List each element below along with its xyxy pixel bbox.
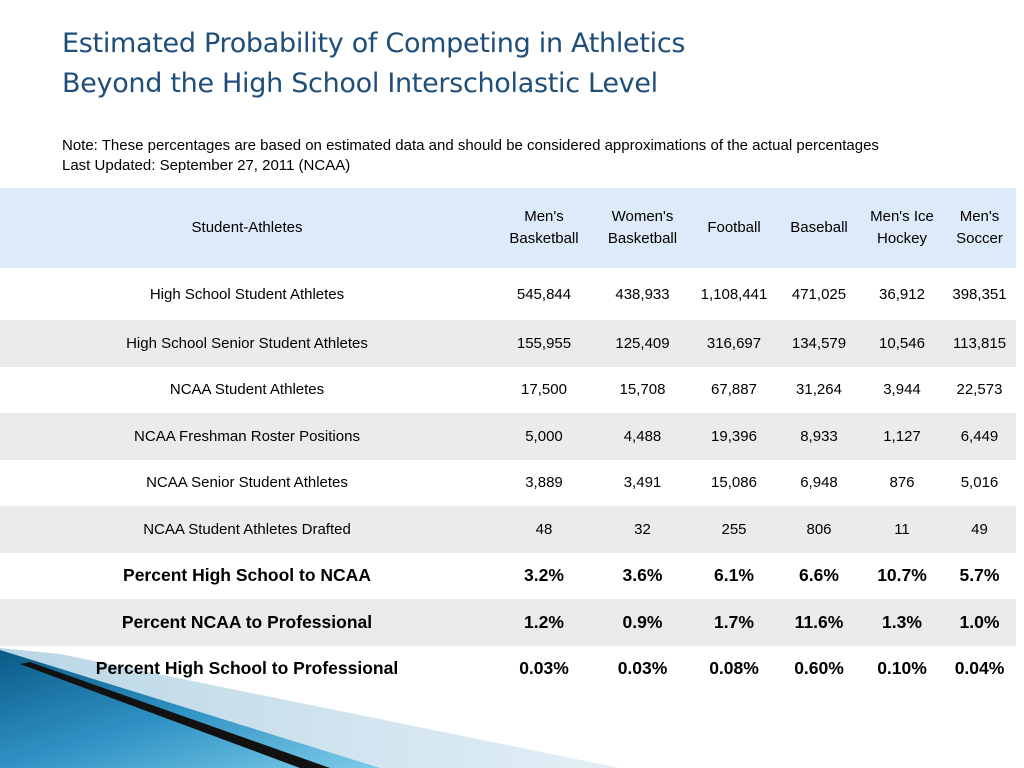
table-cell: 0.03% (519, 658, 569, 679)
table-cell: 3,491 (623, 474, 662, 492)
table-cell: 398,351 (952, 285, 1007, 303)
table-cell: 471,025 (791, 285, 847, 303)
header-womens-basketball: Women's Basketball (607, 208, 678, 247)
table-cell: 113,815 (952, 334, 1007, 352)
decorative-swoosh (0, 648, 620, 768)
slide-title: Estimated Probability of Competing in At… (62, 24, 685, 104)
title-line-1: Estimated Probability of Competing in At… (62, 28, 686, 59)
table-cell: 1.0% (959, 611, 1000, 632)
row-label: NCAA Student Athletes Drafted (143, 520, 351, 538)
table-cell: 0.10% (877, 658, 927, 679)
row-label: NCAA Freshman Roster Positions (134, 427, 360, 445)
row-label: High School Student Athletes (149, 285, 345, 303)
table-cell: 1,127 (883, 427, 921, 445)
table-cell: 0.04% (954, 658, 1005, 679)
row-label: NCAA Student Athletes (169, 381, 325, 399)
header-mens-ice-hockey: Men's Ice Hockey (870, 208, 934, 247)
table-cell: 3.2% (524, 565, 564, 586)
table-cell: 10.7% (877, 565, 927, 586)
row-label: Percent High School to Professional (95, 658, 399, 679)
table-cell: 48 (535, 520, 553, 538)
table-cell: 10,546 (879, 334, 925, 352)
table-cell: 49 (971, 520, 988, 538)
table-cell: 15,708 (619, 381, 666, 399)
table-cell: 15,086 (711, 474, 757, 492)
table-cell: 0.9% (622, 611, 663, 632)
header-baseball: Baseball (790, 219, 848, 236)
note: Note: These percentages are based on est… (62, 136, 879, 176)
table-cell: 32 (634, 520, 651, 538)
table-cell: 316,697 (706, 334, 762, 352)
table-cell: 545,844 (516, 285, 572, 303)
table-cell: 31,264 (796, 381, 842, 399)
table-cell: 1,108,441 (700, 285, 768, 303)
row-label: Percent High School to NCAA (123, 565, 371, 586)
table-row: NCAA Student Athletes 17,500 15,708 67,887 3… (0, 367, 1016, 414)
table-cell: 6.6% (799, 565, 839, 586)
table-cell: 0.60% (794, 658, 844, 679)
table-cell: 1.2% (524, 611, 564, 632)
note-line-1: Note: These percentages are based on est… (62, 137, 879, 154)
table-row: NCAA Senior Student Athletes 3,889 3,491 15… (0, 460, 1016, 507)
table-cell: 3,944 (883, 381, 921, 399)
table-cell: 806 (806, 520, 832, 538)
table-cell: 438,933 (615, 285, 670, 303)
table-cell: 19,396 (711, 427, 757, 445)
table-row: NCAA Freshman Roster Positions 5,000 4,488… (0, 413, 1016, 460)
table-cell: 6,948 (800, 474, 838, 492)
table-header-row: Student-Athletes Men's Basketball Women'… (0, 188, 1016, 268)
table-row: NCAA Student Athletes Drafted 48 32 255 806 1… (0, 506, 1016, 553)
probability-table: Student-Athletes Men's Basketball Women'… (0, 188, 1016, 692)
note-line-2: Last Updated: September 27, 2011 (NCAA) (62, 157, 351, 174)
row-label: High School Senior Student Athletes (126, 334, 368, 352)
table-cell: 6.1% (714, 565, 754, 586)
table-cell: 8,933 (800, 427, 838, 445)
table-row: Percent NCAA to Professional 1.2% 0.9% 1.7%… (0, 599, 1016, 646)
title-line-2: Beyond the High School Interscholastic L… (62, 68, 658, 99)
table-cell: 125,409 (615, 334, 670, 352)
table-cell: 22,573 (956, 381, 1003, 399)
table-cell: 67,887 (711, 381, 757, 399)
row-label: NCAA Senior Student Athletes (146, 474, 348, 492)
table-cell: 1.3% (882, 611, 922, 632)
table-cell: 134,579 (791, 334, 847, 352)
table-row: Percent High School to Professional 0.03%… (0, 646, 1016, 693)
table-row: Percent High School to NCAA 3.2% 3.6% 6.1% 6… (0, 553, 1016, 600)
table-cell: 17,500 (521, 381, 567, 399)
table-cell: 36,912 (879, 285, 925, 303)
row-label: Percent NCAA to Professional (121, 611, 373, 632)
table-row: High School Student Athletes 545,844 438,9… (0, 268, 1016, 320)
table-cell: 0.03% (617, 658, 668, 679)
table-cell: 155,955 (516, 334, 572, 352)
table-cell: 4,488 (623, 427, 662, 445)
header-mens-soccer: Men's Soccer (956, 208, 1003, 247)
table-cell: 3.6% (622, 565, 663, 586)
table-cell: 1.7% (714, 611, 754, 632)
table-cell: 3,889 (525, 474, 563, 492)
table-cell: 5,016 (960, 474, 999, 492)
table-cell: 255 (721, 520, 747, 538)
table-cell: 6,449 (960, 427, 999, 445)
table-cell: 5.7% (959, 565, 1000, 586)
table-cell: 876 (889, 474, 915, 492)
table-cell: 11 (894, 520, 910, 538)
header-football: Football (707, 219, 761, 236)
header-mens-basketball: Men's Basketball (509, 208, 579, 247)
table-cell: 0.08% (709, 658, 759, 679)
header-student-athletes: Student-Athletes (191, 219, 303, 236)
table-row: High School Senior Student Athletes 155,9… (0, 320, 1016, 367)
table-cell: 11.6% (794, 611, 844, 632)
table-cell: 5,000 (525, 427, 563, 445)
